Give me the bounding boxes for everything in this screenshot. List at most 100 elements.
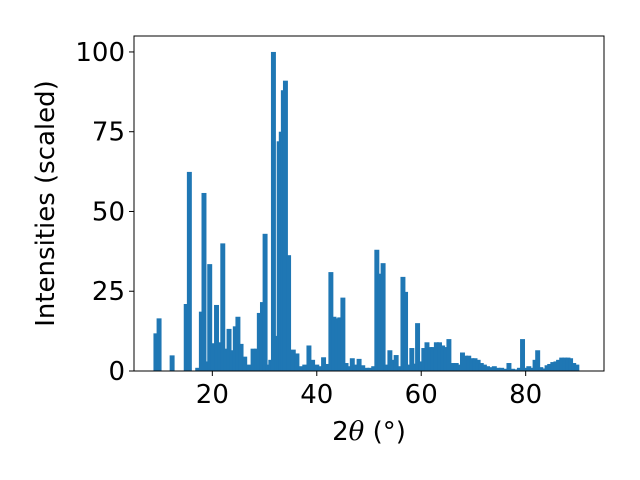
y-tick-label-3: 75 (92, 118, 125, 148)
bar-45 (324, 363, 330, 371)
bar-74 (418, 361, 424, 371)
bar-5 (195, 367, 201, 371)
bar-15 (226, 328, 232, 371)
bar-102 (510, 368, 516, 371)
bar-78 (430, 347, 436, 371)
bar-68 (400, 276, 406, 371)
bar-42 (314, 364, 320, 371)
bar-4 (186, 171, 192, 371)
bar-38 (298, 366, 304, 371)
bar-95 (485, 366, 491, 371)
plot-frame (133, 35, 605, 372)
bar-110 (535, 350, 541, 371)
bar-57 (363, 367, 369, 371)
y-axis-label: Intensities (scaled) (31, 80, 61, 327)
x-axis-label-suffix: (°) (364, 417, 406, 447)
bar-52 (346, 366, 352, 371)
bar-111 (538, 367, 544, 371)
bar-109 (532, 359, 538, 371)
bar-27 (265, 364, 271, 371)
bar-61 (377, 273, 383, 371)
bar-47 (331, 316, 337, 371)
bar-29 (270, 51, 276, 371)
y-tick-label-2: 50 (92, 197, 125, 227)
bar-62 (380, 263, 386, 371)
bar-92 (475, 359, 481, 371)
bar-23 (254, 348, 260, 371)
bar-65 (390, 359, 396, 371)
bar-43 (317, 366, 323, 371)
ticks-layer: 20 40 60 80 0 25 50 75 100 (75, 38, 542, 410)
bar-36 (290, 349, 296, 371)
bar-106 (523, 367, 529, 371)
bar-122 (571, 363, 577, 371)
bar-72 (412, 363, 418, 371)
bar-60 (374, 249, 380, 371)
bar-59 (371, 366, 377, 371)
bar-18 (235, 316, 241, 371)
bar-37 (294, 353, 300, 371)
bar-26 (262, 233, 268, 371)
x-tick-label-2: 60 (405, 380, 438, 410)
bar-123 (574, 364, 580, 371)
bar-22 (250, 348, 256, 371)
bar-67 (397, 366, 403, 371)
bar-75 (421, 348, 427, 371)
bar-117 (556, 359, 562, 371)
bar-91 (472, 358, 478, 371)
bar-13 (220, 243, 226, 371)
bar-40 (306, 345, 312, 371)
bar-58 (367, 367, 373, 371)
bar-73 (415, 323, 421, 371)
bar-83 (446, 339, 452, 371)
bar-2 (169, 355, 175, 371)
bar-66 (393, 355, 399, 371)
bar-90 (469, 358, 475, 371)
bar-103 (513, 369, 519, 371)
bar-46 (328, 272, 334, 371)
x-axis-label-symbol: θ (349, 417, 365, 447)
bar-41 (310, 359, 316, 371)
bar-44 (321, 357, 327, 371)
bar-12 (217, 342, 223, 371)
bar-119 (562, 357, 568, 371)
x-axis-label: 2θ (°) (332, 417, 406, 447)
bar-35 (286, 255, 292, 371)
bar-86 (456, 364, 462, 371)
y-tick-label-4: 100 (75, 38, 125, 68)
bar-115 (550, 362, 556, 371)
bar-8 (204, 361, 210, 371)
bar-81 (440, 345, 446, 371)
bar-118 (559, 357, 565, 371)
bar-96 (488, 367, 494, 371)
bar-120 (565, 357, 571, 371)
y-tick-label-1: 25 (92, 277, 125, 307)
bar-17 (232, 326, 238, 371)
x-axis-label-prefix: 2 (332, 417, 349, 447)
bar-0 (153, 333, 159, 371)
bar-94 (481, 364, 487, 371)
bar-97 (491, 366, 497, 371)
bar-19 (238, 343, 244, 371)
bar-21 (246, 364, 252, 371)
bar-30 (274, 335, 280, 371)
bar-1 (156, 318, 162, 371)
x-tick-label-3: 80 (509, 380, 542, 410)
bar-105 (520, 339, 526, 371)
bar-48 (334, 318, 340, 371)
bar-112 (541, 368, 547, 371)
bar-79 (433, 342, 439, 371)
bar-14 (223, 348, 229, 371)
bar-56 (360, 365, 366, 371)
bar-28 (268, 359, 274, 371)
y-tick-label-0: 0 (108, 357, 125, 387)
bar-87 (460, 352, 465, 371)
bar-54 (352, 364, 358, 371)
bar-77 (427, 347, 433, 371)
bar-63 (383, 364, 389, 371)
bar-107 (526, 366, 532, 371)
bar-50 (340, 297, 346, 371)
bar-84 (450, 363, 456, 371)
bar-99 (499, 367, 505, 371)
